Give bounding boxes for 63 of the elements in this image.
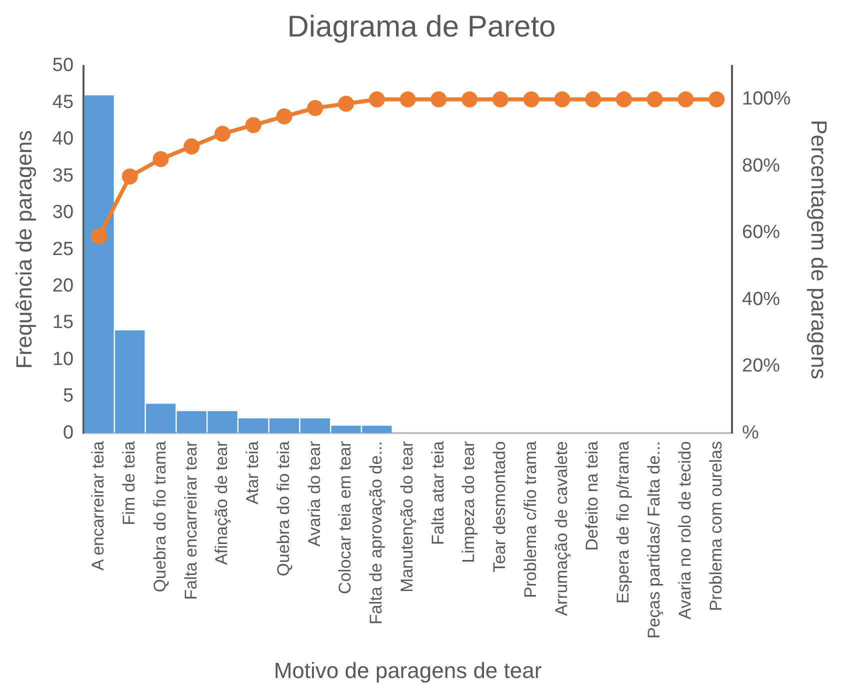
x-tick-label: Falta encarreirar tear [181, 440, 200, 600]
x-tick-label: Colocar teia em tear [336, 440, 355, 594]
point [554, 91, 570, 108]
x-tick-label: Falta atar teia [428, 440, 448, 546]
point [214, 126, 230, 142]
y-tick-label: 15 [52, 312, 74, 334]
point [307, 100, 324, 116]
x-tick-label: Problema c/fio trama [520, 440, 540, 598]
x-tick-label: A encarreirar teia [88, 440, 108, 571]
y-axis-title: Frequência de paragens [11, 130, 36, 369]
x-tick-label: Defeito na teia [582, 440, 602, 551]
y-tick-label: 10 [52, 348, 74, 370]
y2-tick-label: 100% [742, 88, 791, 110]
x-tick-label: Tear desmontado [490, 441, 510, 572]
point [90, 228, 107, 244]
y-tick-label: 30 [52, 202, 74, 224]
point [368, 91, 385, 108]
point [616, 91, 632, 108]
point [152, 151, 169, 168]
y-tick-label: 50 [52, 55, 74, 76]
x-tick-label: Manutenção do tear [397, 440, 416, 592]
x-tick-label: Arrumação de cavalete [552, 441, 571, 616]
y-tick-label: 5 [62, 386, 74, 407]
y-tick-label: 35 [52, 165, 74, 186]
x-tick-label: Avaria no rolo de tecido [675, 441, 694, 620]
x-tick-label: Atar teia [243, 440, 262, 504]
point [430, 91, 447, 108]
y-tick-label: 20 [52, 276, 74, 296]
x-tick-label: Avaria do tear [304, 440, 324, 547]
point [678, 91, 694, 108]
y-tick-label: 25 [52, 238, 74, 260]
point [646, 91, 663, 108]
y2-tick-label: % [742, 422, 760, 444]
x-tick-label: Peças partidas/ Falta de... [644, 441, 664, 639]
chart-title: Diagrama de Pareto [287, 10, 556, 44]
x-tick-label: Espera de fio p/trama [614, 440, 633, 604]
y2-tick-label: 80% [742, 155, 780, 176]
y2-tick-label: 20% [742, 356, 780, 377]
x-tick-label: Quebra do fio teia [274, 440, 293, 576]
x-tick-label: Fim de teia [120, 440, 139, 526]
y2-axis-title: Percentagem de paragens [806, 120, 832, 380]
point [122, 168, 138, 184]
point [245, 117, 262, 134]
x-tick-label: Limpeza do tear [459, 440, 478, 564]
point [276, 108, 292, 124]
x-tick-label: Afinação de tear [212, 440, 232, 565]
y-tick-label: 0 [62, 422, 74, 444]
x-tick-label: Quebra do fio trama [150, 440, 170, 592]
point [400, 91, 416, 108]
x-tick-label: Falta de aprovação de... [366, 441, 386, 624]
x-axis-title: Motivo de paragens de tear [274, 658, 542, 683]
point [523, 91, 540, 108]
y-tick-label: 45 [52, 92, 74, 113]
point [184, 138, 200, 154]
point [708, 91, 725, 108]
point [585, 91, 602, 108]
point [462, 91, 478, 108]
point [338, 96, 354, 112]
x-tick-label: Problema com ourelas [706, 441, 726, 612]
y2-tick-label: 40% [742, 288, 780, 310]
point [492, 91, 508, 108]
y2-tick-label: 60% [742, 222, 780, 244]
y-tick-label: 40 [52, 128, 74, 150]
